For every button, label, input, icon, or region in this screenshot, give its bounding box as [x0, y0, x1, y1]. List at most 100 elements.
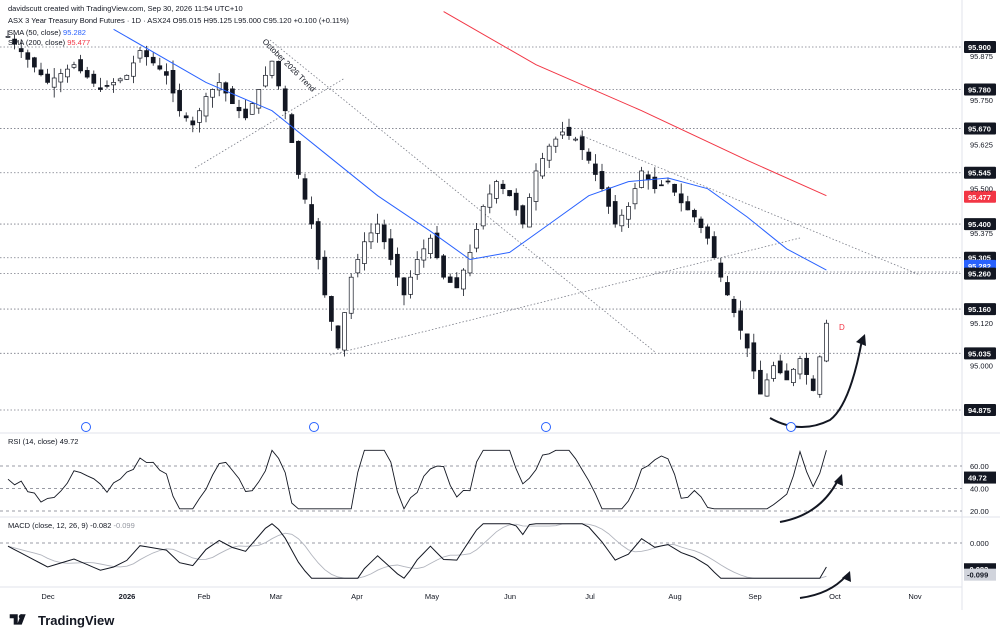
price-tick-label: 95.750 — [970, 96, 993, 105]
candle-body — [428, 237, 433, 254]
candle-body — [375, 223, 380, 234]
candle-body — [467, 252, 473, 274]
candle-body — [150, 56, 156, 64]
level-badge-label: 95.900 — [968, 43, 991, 52]
candle-body — [507, 190, 512, 197]
x-tick-label: Jul — [585, 592, 595, 601]
trend-line — [269, 39, 656, 353]
sma200-line — [443, 11, 827, 197]
candle-body — [183, 115, 189, 119]
candle-body — [117, 78, 123, 82]
candle-body — [104, 85, 110, 87]
candle-body — [480, 206, 486, 227]
candle-body — [45, 73, 50, 83]
event-marker-icon — [81, 422, 91, 432]
candle-body — [454, 277, 460, 289]
price-tick-label: 95.500 — [970, 185, 993, 194]
candle-body — [32, 57, 37, 68]
x-tick-label: 2026 — [119, 592, 136, 601]
macd-legend[interactable]: MACD (close, 12, 26, 9) -0.082 -0.099 — [8, 521, 135, 530]
rsi-arrow — [779, 479, 839, 523]
axis-labels: 95.875 95.750 95.625 95.500 95.375 95.120 95.0… — [41, 52, 993, 601]
candle-body — [692, 209, 697, 218]
candle-body — [322, 256, 328, 296]
candle-body — [764, 379, 770, 397]
tradingview-logo-icon — [9, 614, 26, 625]
candle-body — [177, 90, 182, 112]
candle-body — [784, 370, 790, 381]
candle-body — [84, 70, 90, 78]
candle-body — [560, 131, 565, 136]
level-badge-label: 95.305 — [968, 254, 991, 263]
candle-body — [91, 73, 97, 84]
candle-body — [599, 171, 605, 190]
rsi-tick-label: 20.00 — [970, 507, 989, 516]
candle-body — [810, 378, 816, 391]
candle-body — [659, 184, 664, 187]
candle-body — [797, 358, 803, 375]
candle-body — [210, 89, 215, 98]
candle-body — [718, 262, 724, 278]
candle-body — [335, 325, 341, 349]
level-badge — [964, 122, 996, 135]
candle-body — [5, 36, 11, 38]
level-badge — [964, 267, 996, 280]
candle-body — [665, 180, 671, 183]
candle-body — [296, 140, 301, 175]
candle-body — [606, 187, 611, 207]
candle-body — [573, 138, 578, 141]
candle-body — [309, 204, 314, 225]
price-tick-label: 95.120 — [970, 319, 993, 328]
candle-body — [12, 38, 17, 45]
candle-body — [487, 193, 493, 208]
candle-body — [144, 50, 149, 58]
candle-body — [71, 64, 77, 68]
tradingview-logo[interactable]: TradingView — [8, 612, 114, 628]
candle-body — [65, 68, 70, 78]
candle-body — [579, 136, 585, 151]
candle-body — [817, 356, 823, 395]
candle-body — [38, 69, 44, 76]
candle-body — [527, 197, 532, 228]
x-tick-label: Nov — [908, 592, 922, 601]
candle-body — [203, 96, 209, 117]
price-tick-label: 95.375 — [970, 229, 993, 238]
candle-body — [725, 282, 730, 296]
candle-body — [348, 276, 354, 314]
event-marker-icon — [786, 422, 796, 432]
candle-body — [652, 176, 658, 190]
candle-body — [401, 277, 407, 296]
macd-signal-line — [7, 523, 827, 579]
candle-body — [731, 298, 737, 313]
candle-body — [593, 163, 598, 175]
candle-body — [263, 74, 268, 87]
level-badge-label: 95.160 — [968, 305, 991, 314]
candle-body — [25, 52, 31, 60]
candle-body — [197, 110, 202, 123]
tradingview-wordmark: TradingView — [38, 612, 115, 628]
level-badge-label: 94.875 — [968, 406, 991, 415]
candle-body — [645, 174, 651, 181]
candle-body — [824, 322, 829, 362]
rsi-badge — [964, 471, 996, 484]
day-marker: D — [839, 323, 845, 332]
candle-body — [553, 138, 559, 147]
event-marker-icon — [309, 422, 319, 432]
level-badge-label: 95.780 — [968, 85, 991, 94]
level-badge — [964, 218, 996, 231]
level-badge — [964, 190, 996, 203]
candle-body — [619, 214, 625, 227]
candle-body — [626, 206, 631, 220]
candle-body — [758, 369, 763, 395]
sma200-legend[interactable]: SMA (200, close) 95.477 — [8, 38, 90, 47]
macd-tick-label: 0.000 — [970, 539, 989, 548]
candle-body — [329, 296, 334, 322]
trend-line — [194, 77, 346, 169]
candle-body — [461, 269, 466, 290]
x-tick-label: Sep — [748, 592, 761, 601]
candle-body — [236, 106, 242, 112]
candle-body — [791, 368, 796, 383]
candle-body — [98, 87, 103, 90]
sma50-legend[interactable]: SMA (50, close) 95.282 — [8, 28, 86, 37]
rsi-legend[interactable]: RSI (14, close) 49.72 — [8, 437, 78, 446]
